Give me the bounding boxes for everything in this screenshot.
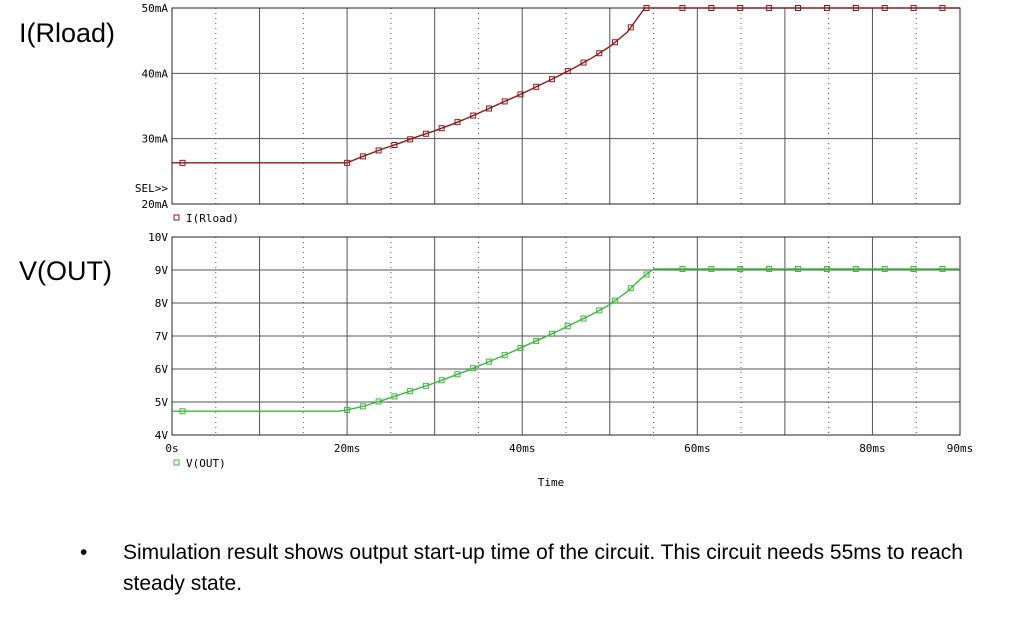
data-point-marker <box>852 5 859 11</box>
data-point-marker <box>643 271 650 278</box>
data-point-marker <box>580 315 587 322</box>
data-point-marker <box>359 153 366 160</box>
data-point-marker <box>564 323 571 330</box>
data-point-marker <box>881 266 888 273</box>
data-point-marker <box>708 5 715 11</box>
summary-text: Simulation result shows output start-up … <box>123 541 963 595</box>
y-tick-label: 10V <box>148 231 168 244</box>
voltage-plot-label: V(OUT) <box>19 256 112 286</box>
x-tick-label: 90ms <box>947 442 974 455</box>
current-plot-label: I(Rload) <box>19 18 116 48</box>
y-tick-label: 5V <box>155 396 169 409</box>
y-tick-label: 20mA <box>142 198 169 211</box>
legend-label: I(Rload) <box>186 212 239 225</box>
data-point-marker <box>766 5 773 11</box>
data-point-marker <box>596 50 603 57</box>
data-point-marker <box>823 266 830 273</box>
data-point-marker <box>407 388 414 395</box>
data-point-marker <box>564 68 571 75</box>
data-point-marker <box>795 266 802 273</box>
data-point-marker <box>454 371 461 378</box>
y-tick-label: 9V <box>155 264 169 277</box>
data-point-marker <box>344 406 351 413</box>
data-point-marker <box>823 5 830 11</box>
data-point-marker <box>627 285 634 292</box>
data-point-marker <box>501 98 508 105</box>
data-point-marker <box>627 24 634 31</box>
data-point-marker <box>708 266 715 273</box>
data-point-marker <box>179 159 186 166</box>
x-axis-label: Time <box>538 476 565 489</box>
series-line <box>172 7 960 164</box>
data-point-marker <box>375 398 382 405</box>
data-point-marker <box>548 76 555 83</box>
data-point-marker <box>517 91 524 98</box>
data-point-marker <box>438 377 445 384</box>
data-point-marker <box>454 119 461 126</box>
data-point-marker <box>612 39 619 46</box>
data-point-marker <box>939 266 946 273</box>
y-tick-label: 50mA <box>142 2 169 15</box>
data-point-marker <box>643 5 650 11</box>
data-point-marker <box>179 408 186 415</box>
y-tick-label: 4V <box>155 429 169 442</box>
data-point-marker <box>548 330 555 337</box>
data-point-marker <box>852 266 859 273</box>
data-point-marker <box>375 147 382 154</box>
data-point-marker <box>470 365 477 372</box>
data-point-marker <box>391 393 398 400</box>
simulation-plot: 20mA 30mA 40mA 50mA SEL>> I(Rload) 4V 5V 6V 7V 8V 9… <box>135 2 974 489</box>
data-point-marker <box>344 159 351 166</box>
data-point-marker <box>391 142 398 149</box>
plot-frame <box>171 236 961 436</box>
x-tick-label: 20ms <box>334 442 361 455</box>
data-point-marker <box>485 358 492 365</box>
data-point-marker <box>407 136 414 143</box>
data-point-marker <box>737 266 744 273</box>
data-point-marker <box>359 403 366 410</box>
data-point-marker <box>881 5 888 11</box>
data-point-marker <box>422 130 429 137</box>
x-tick-label: 80ms <box>859 442 886 455</box>
data-point-marker <box>939 5 946 11</box>
bullet-marker: • <box>80 541 88 564</box>
legend-label: V(OUT) <box>186 457 226 470</box>
plot-frame <box>171 7 961 205</box>
x-tick-label: 60ms <box>684 442 711 455</box>
y-tick-label: 6V <box>155 363 169 376</box>
data-point-marker <box>517 345 524 352</box>
y-tick-label: 7V <box>155 330 169 343</box>
y-tick-label: 40mA <box>142 67 169 80</box>
data-point-marker <box>533 83 540 90</box>
data-point-marker <box>485 105 492 112</box>
data-point-marker <box>910 5 917 11</box>
data-point-marker <box>612 297 619 304</box>
x-tick-label: 40ms <box>509 442 536 455</box>
data-point-marker <box>501 352 508 359</box>
data-point-marker <box>580 59 587 66</box>
data-point-marker <box>438 125 445 132</box>
data-point-marker <box>766 266 773 273</box>
data-point-marker <box>910 266 917 273</box>
data-point-marker <box>533 337 540 344</box>
legend-marker <box>173 459 180 466</box>
legend-marker <box>173 214 180 221</box>
data-point-marker <box>679 266 686 273</box>
data-point-marker <box>679 5 686 11</box>
sel-annotation: SEL>> <box>135 182 168 195</box>
data-point-marker <box>470 112 477 119</box>
y-tick-label: 30mA <box>142 133 169 146</box>
series-line <box>172 268 960 412</box>
data-point-marker <box>596 307 603 314</box>
data-point-marker <box>795 5 802 11</box>
y-tick-label: 8V <box>155 297 169 310</box>
data-point-marker <box>737 5 744 11</box>
data-point-marker <box>422 382 429 389</box>
x-tick-label: 0s <box>165 442 178 455</box>
